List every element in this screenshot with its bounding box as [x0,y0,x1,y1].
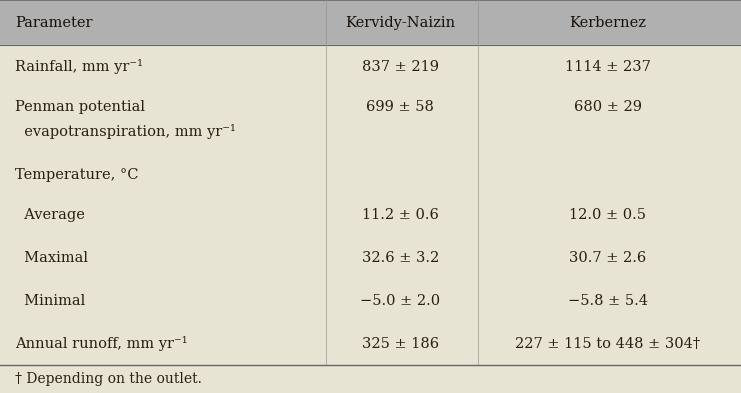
Text: Kervidy-Naizin: Kervidy-Naizin [345,16,455,29]
Text: 837 ± 219: 837 ± 219 [362,60,439,74]
Bar [0,45,741,365]
Text: Rainfall, mm yr⁻¹: Rainfall, mm yr⁻¹ [15,59,143,74]
Text: Average: Average [15,208,84,222]
Text: 227 ± 115 to 448 ± 304†: 227 ± 115 to 448 ± 304† [515,337,700,351]
Text: † Depending on the outlet.: † Depending on the outlet. [15,372,202,386]
Text: 1114 ± 237: 1114 ± 237 [565,60,651,74]
Text: Maximal: Maximal [15,251,88,265]
Text: Parameter: Parameter [15,16,93,29]
Text: 699 ± 58: 699 ± 58 [366,101,434,114]
Bar [0,0,741,45]
Text: 325 ± 186: 325 ± 186 [362,337,439,351]
Text: Penman potential: Penman potential [15,101,144,114]
Text: Annual runoff, mm yr⁻¹: Annual runoff, mm yr⁻¹ [15,336,187,351]
Text: Minimal: Minimal [15,294,85,308]
Text: Kerbernez: Kerbernez [569,16,646,29]
Text: 30.7 ± 2.6: 30.7 ± 2.6 [569,251,646,265]
Text: 11.2 ± 0.6: 11.2 ± 0.6 [362,208,439,222]
Text: −5.0 ± 2.0: −5.0 ± 2.0 [360,294,440,308]
Text: 680 ± 29: 680 ± 29 [574,101,642,114]
Text: evapotranspiration, mm yr⁻¹: evapotranspiration, mm yr⁻¹ [15,124,236,139]
Text: 12.0 ± 0.5: 12.0 ± 0.5 [569,208,646,222]
Text: Temperature, °C: Temperature, °C [15,168,139,182]
Text: 32.6 ± 3.2: 32.6 ± 3.2 [362,251,439,265]
Text: −5.8 ± 5.4: −5.8 ± 5.4 [568,294,648,308]
